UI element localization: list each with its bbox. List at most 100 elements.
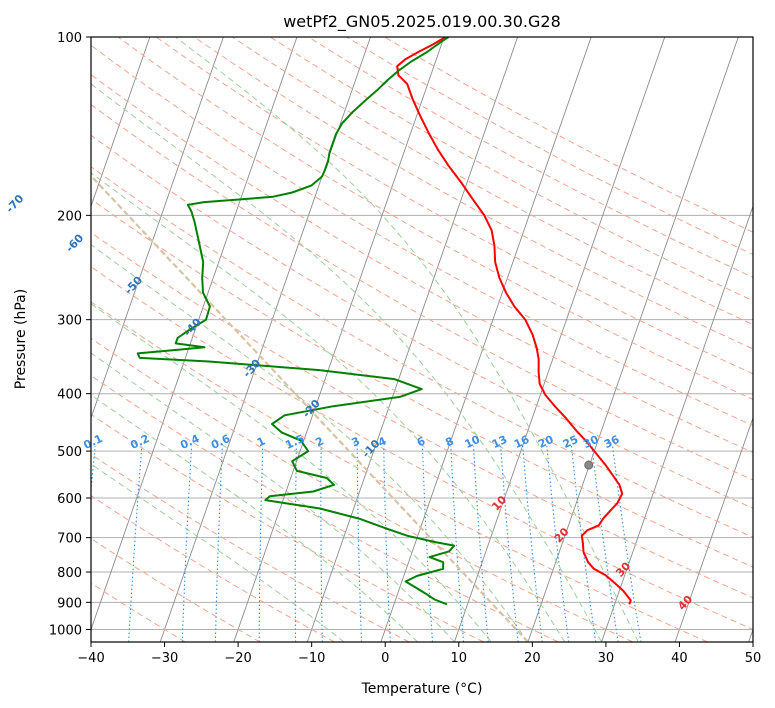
isotherm-line: [91, 37, 224, 420]
isotherm-line: [233, 37, 445, 642]
sounding-series: [136, 37, 632, 606]
dry-adiabat-line: [91, 198, 753, 568]
mixing-ratio-line: [356, 445, 363, 642]
x-tick-label: 50: [745, 651, 762, 666]
isotherm-label: 10: [489, 493, 509, 513]
dry-adiabats: [91, 37, 753, 642]
dry-adiabat-line: [155, 37, 753, 375]
mixing-ratio-line: [320, 445, 323, 642]
mixing-ratio-label: 2: [313, 434, 325, 449]
isotherm-line: [601, 204, 753, 642]
moist-adiabat-line: [91, 463, 345, 642]
dry-adiabat-line: [193, 37, 753, 350]
dry-adiabat-line: [91, 413, 484, 642]
x-tick-label: −20: [224, 651, 251, 666]
isotherm-label: -30: [240, 357, 263, 381]
isotherm-label: -60: [63, 231, 86, 255]
mixing-ratio-line: [258, 445, 264, 642]
dry-adiabat-line: [91, 495, 335, 642]
y-tick-label: 100: [57, 31, 82, 46]
dewpoint-line: [136, 37, 456, 606]
mixing-ratio-line: [472, 445, 489, 642]
y-tick-label: 700: [57, 532, 82, 547]
y-tick-label: 500: [57, 445, 82, 460]
y-tick-label: 800: [57, 566, 82, 581]
x-tick-label: 40: [671, 651, 688, 666]
y-tick-label: 300: [57, 314, 82, 329]
mixing-ratio-label: 16: [512, 433, 532, 451]
moist-adiabats: [91, 37, 639, 642]
mixing-ratio-line: [214, 445, 223, 642]
x-tick-label: 0: [381, 651, 389, 666]
isotherm-line: [674, 416, 753, 642]
mixing-ratio-label: 8: [443, 434, 455, 449]
mixing-ratio-label: 3: [350, 434, 362, 449]
isotherm-line: [380, 37, 592, 642]
isotherm-line: [453, 37, 666, 642]
isopleth-labels: -100-90-80-70-60-50-40-30-20-10102030400…: [3, 192, 695, 613]
isotherm-label: 30: [613, 559, 633, 579]
mixing-ratio-lines: [91, 445, 642, 642]
mixing-ratio-line: [383, 445, 391, 642]
x-tick-label: −30: [151, 651, 178, 666]
x-tick-label: −10: [298, 651, 325, 666]
moist-adiabat-line: [175, 37, 639, 642]
dry-adiabat-line: [91, 103, 753, 481]
dry-adiabat-line: [91, 73, 753, 453]
mixing-ratio-line: [612, 445, 642, 642]
isotherm-label: -40: [181, 315, 204, 339]
dry-adiabat-line: [91, 453, 410, 642]
dry-adiabat-line: [91, 374, 559, 642]
moist-adiabat-line: [91, 244, 529, 642]
mixing-ratio-line: [570, 445, 597, 642]
mixing-ratio-label: 0.6: [209, 432, 232, 452]
x-tick-label: 30: [598, 651, 615, 666]
mixing-ratio-label: 1: [255, 434, 267, 449]
temperature-line: [396, 37, 632, 605]
isotherm-line: [0, 37, 3, 642]
x-axis-label: Temperature (°C): [361, 681, 483, 697]
mixing-ratio-label: 10: [463, 433, 483, 451]
y-tick-label: 400: [57, 388, 82, 403]
chart-title: wetPf2_GN05.2025.019.00.30.G28: [283, 12, 561, 32]
mixing-ratio-line: [421, 445, 434, 642]
y-tick-label: 600: [57, 492, 82, 507]
x-tick-label: 20: [524, 651, 541, 666]
isotherm-label: 20: [552, 525, 572, 545]
dry-adiabat-line: [91, 166, 753, 538]
dry-adiabat-line: [91, 538, 261, 642]
dry-adiabat-line: [91, 266, 753, 630]
dry-adiabat-line: [91, 337, 634, 642]
dry-adiabat-line: [270, 37, 753, 302]
mixing-ratio-label: 13: [490, 433, 509, 451]
mixing-ratio-label: 0.4: [178, 432, 201, 452]
isotherm-label: -50: [122, 273, 145, 297]
dry-adiabat-line: [308, 37, 753, 278]
mixing-ratio-line: [294, 445, 297, 642]
x-tick-label: 10: [451, 651, 468, 666]
mixing-ratio-line: [500, 445, 519, 642]
mixing-ratio-line: [546, 445, 570, 642]
moist-adiabat-line: [91, 172, 566, 642]
mixing-ratio-line: [522, 445, 543, 642]
y-axis-label: Pressure (hPa): [13, 289, 29, 389]
isotherm-line: [0, 37, 76, 642]
dry-adiabat-line: [91, 134, 753, 509]
y-tick-label: 200: [57, 209, 82, 224]
mixing-ratio-line: [128, 445, 143, 642]
mixing-ratio-line: [181, 445, 193, 642]
isotherm-line: [91, 37, 298, 631]
dry-adiabat-line: [91, 582, 186, 642]
y-tick-label: 900: [57, 596, 82, 611]
skewed-isotherms: [0, 37, 753, 642]
mixing-ratio-line: [591, 445, 619, 642]
mixing-ratio-label: 25: [561, 433, 580, 451]
moist-adiabat-line: [91, 83, 602, 642]
mixing-ratio-label: 30: [581, 433, 601, 451]
y-tick-label: 1000: [49, 623, 82, 638]
mixing-ratio-label: 6: [415, 434, 428, 449]
isotherm-label: 40: [675, 593, 695, 613]
dry-adiabat-line: [91, 301, 708, 642]
dry-adiabat-line: [117, 37, 753, 400]
